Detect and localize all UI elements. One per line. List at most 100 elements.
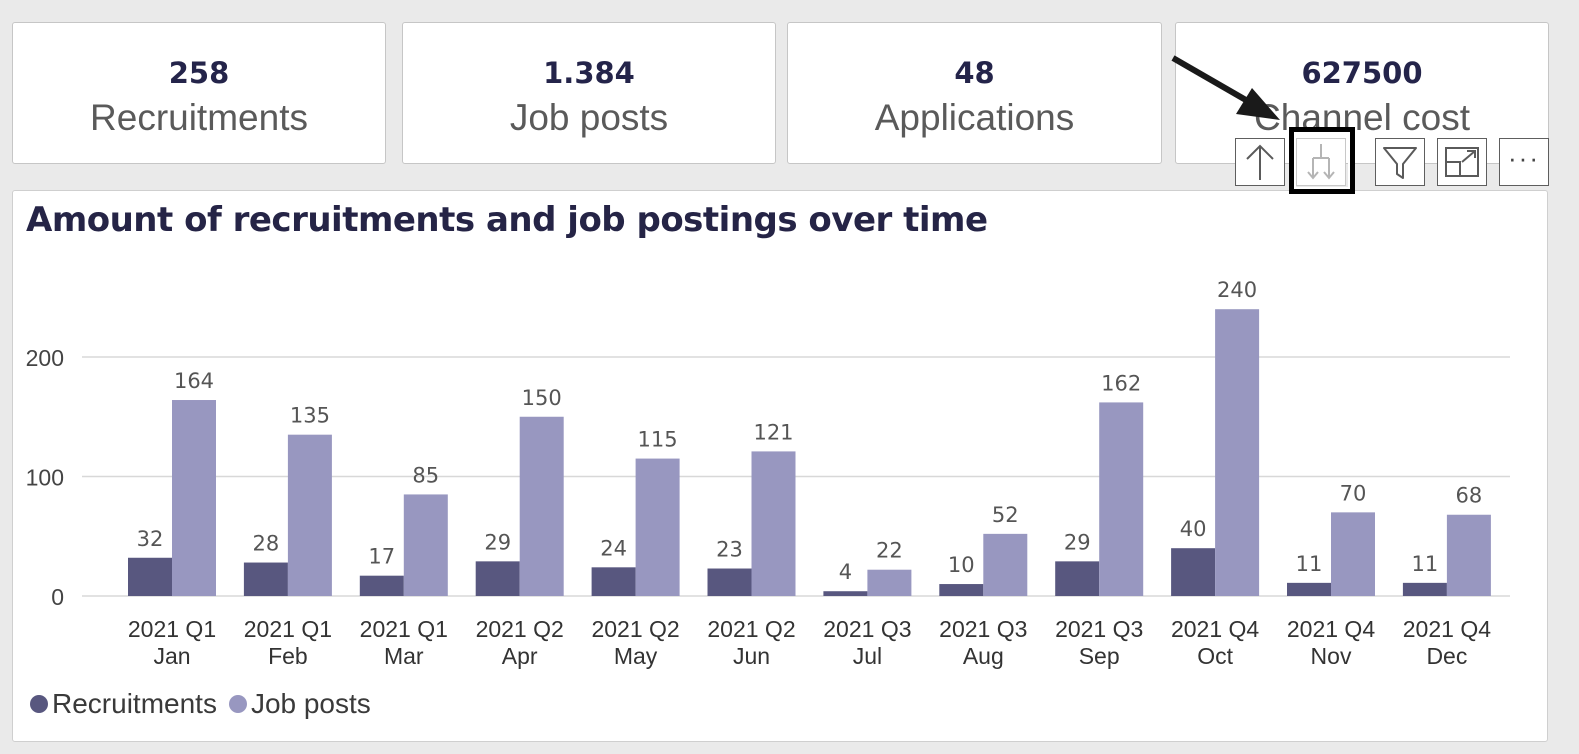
chart-title: Amount of recruitments and job postings … (26, 200, 988, 240)
bar (1402, 582, 1447, 596)
x-tick-label: Sep (1079, 643, 1120, 669)
kpi-label: Applications (874, 97, 1075, 138)
y-tick-label: 0 (51, 584, 64, 610)
x-tick-label: 2021 Q1 (244, 616, 332, 642)
kpi-value: 48 (954, 56, 995, 90)
data-label: 28 (253, 532, 280, 556)
x-tick-label: 2021 Q2 (707, 616, 795, 642)
x-tick-label: 2021 Q3 (1055, 616, 1143, 642)
x-tick-label: 2021 Q2 (591, 616, 679, 642)
x-tick-label: Jan (153, 643, 190, 669)
more-options-icon: ··· (1508, 142, 1540, 173)
bar (1099, 402, 1144, 596)
kpi-value: 1.384 (543, 56, 635, 90)
legend-label: Recruitments (52, 688, 217, 719)
bar (475, 561, 520, 596)
legend-item-recruitments[interactable]: Recruitments (30, 688, 217, 720)
filter-button[interactable] (1375, 138, 1425, 186)
data-label: 29 (1064, 530, 1091, 554)
bar (1287, 582, 1331, 596)
bar (707, 568, 752, 596)
bar (1331, 512, 1375, 596)
bar (1171, 548, 1216, 596)
chart-legend: Recruitments Job posts (30, 688, 383, 720)
x-tick-label: Nov (1311, 643, 1352, 669)
y-tick-label: 200 (26, 345, 64, 371)
more-options-button[interactable]: ··· (1499, 138, 1549, 186)
bar (1215, 309, 1260, 596)
x-tick-label: 2021 Q2 (476, 616, 564, 642)
legend-dot-job-posts (228, 695, 247, 713)
data-label: 10 (948, 553, 975, 577)
kpi-label: Job posts (509, 97, 669, 138)
focus-mode-icon (1445, 147, 1479, 177)
kpi-value: 258 (168, 56, 230, 90)
y-tick-label: 100 (26, 465, 64, 491)
x-tick-label: May (614, 643, 658, 669)
drill-up-icon (1246, 144, 1274, 180)
data-label: 40 (1180, 517, 1207, 541)
data-label: 135 (290, 404, 330, 428)
data-label: 11 (1296, 552, 1323, 576)
bar (751, 451, 796, 596)
x-tick-label: 2021 Q4 (1171, 616, 1259, 642)
highlight-box (1289, 127, 1355, 194)
bar (243, 562, 288, 596)
data-label: 240 (1217, 278, 1257, 302)
kpi-card-recruitments[interactable]: 258 Recruitments (12, 22, 386, 164)
expand-hierarchy-button[interactable] (1296, 138, 1346, 186)
x-tick-label: 2021 Q3 (939, 616, 1027, 642)
bar (128, 557, 172, 596)
legend-label: Job posts (250, 688, 371, 719)
bar (1446, 514, 1491, 596)
bar (1055, 561, 1100, 596)
data-label: 4 (839, 560, 852, 584)
kpi-label: Recruitments (90, 97, 308, 138)
kpi-card-channel-cost[interactable]: 627500 Channel cost (1175, 22, 1549, 164)
x-tick-label: Oct (1197, 643, 1233, 669)
drill-up-button[interactable] (1235, 138, 1285, 186)
kpi-value: 627500 (1301, 56, 1423, 90)
x-tick-label: Apr (502, 643, 538, 669)
focus-mode-button[interactable] (1437, 138, 1487, 186)
bar (635, 458, 680, 596)
data-label: 32 (137, 527, 164, 551)
x-tick-label: 2021 Q4 (1403, 616, 1491, 642)
bar (591, 567, 636, 596)
x-tick-label: 2021 Q1 (360, 616, 448, 642)
x-tick-label: Feb (268, 643, 308, 669)
data-label: 17 (368, 545, 395, 569)
x-tick-label: 2021 Q1 (128, 616, 216, 642)
data-label: 29 (484, 530, 511, 554)
data-label: 22 (876, 539, 903, 563)
legend-dot-recruitments (30, 695, 48, 713)
bar (403, 494, 448, 596)
bar (939, 584, 984, 596)
kpi-card-applications[interactable]: 48 Applications (787, 22, 1162, 164)
bar (287, 434, 332, 596)
bar (172, 400, 216, 596)
legend-item-job-posts[interactable]: Job posts (228, 688, 371, 720)
data-label: 115 (638, 428, 678, 452)
data-label: 11 (1412, 552, 1439, 576)
x-tick-label: 2021 Q4 (1287, 616, 1375, 642)
data-label: 68 (1456, 484, 1483, 508)
x-tick-label: Jun (733, 643, 770, 669)
bar (867, 569, 912, 596)
data-label: 24 (600, 536, 627, 560)
x-tick-label: Dec (1426, 643, 1467, 669)
x-tick-label: Mar (384, 643, 424, 669)
kpi-card-job-posts[interactable]: 1.384 Job posts (402, 22, 776, 164)
x-tick-label: Aug (963, 643, 1004, 669)
bar (823, 591, 868, 596)
data-label: 70 (1340, 481, 1367, 505)
data-label: 164 (174, 369, 214, 393)
filter-icon (1383, 147, 1417, 179)
data-label: 121 (753, 420, 793, 444)
bar (519, 416, 564, 596)
expand-hierarchy-icon (1307, 144, 1335, 180)
data-label: 85 (412, 463, 439, 487)
data-label: 23 (716, 538, 743, 562)
bar (983, 533, 1028, 596)
